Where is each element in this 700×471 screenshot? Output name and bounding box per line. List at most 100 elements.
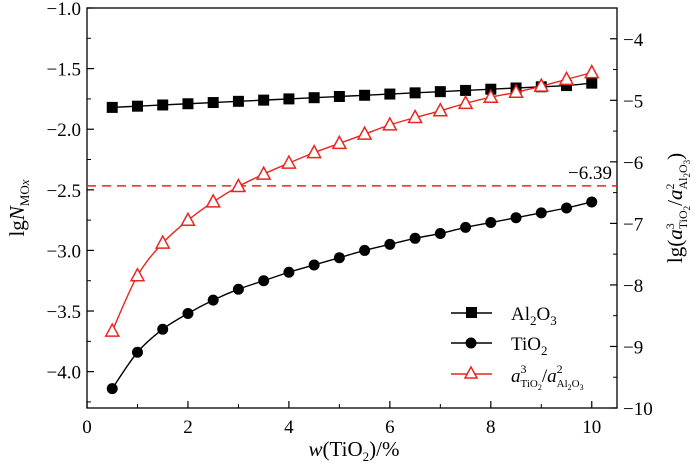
data-point-square (283, 93, 295, 105)
y-right-tick-label: −6 (623, 153, 643, 174)
data-point-square (106, 101, 118, 113)
data-point-square (232, 95, 244, 107)
x-tick-label: 2 (183, 417, 193, 438)
data-point-circle (510, 212, 522, 224)
data-point-square (359, 89, 371, 101)
data-point-triangle (584, 64, 600, 79)
data-point-square (586, 77, 598, 89)
svg-text:a3TiO2/a2Al2O3: a3 TiO2/a2 Al2O3 (511, 362, 584, 392)
svg-text:TiO2: TiO2 (511, 334, 547, 358)
data-point-triangle (255, 165, 272, 180)
data-point-triangle (533, 77, 550, 92)
data-point-triangle (407, 108, 423, 124)
y-right-tick-label: −4 (623, 30, 644, 51)
legend-item-ratio: a3 TiO2/a2 Al2O3 (451, 362, 584, 392)
data-point-triangle (558, 70, 575, 86)
x-tick-label: 6 (385, 417, 395, 438)
data-point-circle (333, 252, 345, 264)
y-axis-right: −10 −9 −8 −7 −6 −5 −4 (610, 7, 653, 420)
series-circle (106, 196, 598, 395)
x-tick-label: 4 (284, 417, 294, 438)
data-point-triangle (281, 154, 297, 169)
data-point-circle (409, 232, 421, 244)
y-left-tick-label: −3.0 (47, 241, 81, 262)
data-point-triangle (457, 94, 474, 110)
plot-frame (86, 7, 618, 409)
data-point-square (333, 90, 345, 102)
data-point-square (384, 88, 396, 100)
data-point-circle (258, 275, 270, 287)
y-right-tick-label: −8 (623, 276, 643, 297)
legend-square-marker (466, 307, 477, 318)
x-axis-title: w(TiO2)/% (309, 437, 400, 464)
data-point-triangle (356, 125, 373, 140)
y-left-tick-label: −2.0 (47, 120, 81, 141)
reference-line-label: −6.39 (568, 163, 612, 184)
legend-item-al2o3: Al2O3 (451, 304, 557, 328)
y-right-tick-label: −5 (623, 91, 643, 112)
data-point-circle (359, 244, 371, 256)
legend-circle-marker (465, 337, 477, 349)
data-point-triangle (154, 234, 171, 249)
data-point-triangle (382, 116, 398, 131)
series-layer (87, 64, 617, 395)
data-point-square (308, 92, 320, 104)
series-line (111, 71, 592, 332)
y-left-tick-label: −4.0 (47, 363, 81, 384)
y-right-tick-label: −9 (623, 337, 643, 358)
series-square (106, 77, 598, 113)
data-point-circle (207, 294, 219, 306)
data-point-triangle (205, 193, 221, 208)
data-point-triangle (104, 322, 120, 337)
data-point-triangle (331, 134, 348, 150)
y-axis-left-title: lgNMOx (5, 179, 32, 236)
y-left-tick-label: −2.5 (47, 181, 81, 202)
data-point-triangle (230, 177, 247, 193)
y-left-tick-label: −3.5 (47, 302, 81, 323)
data-point-square (409, 87, 421, 99)
data-point-circle (308, 259, 320, 271)
data-point-circle (460, 221, 472, 233)
data-point-square (131, 100, 143, 112)
series-triangle-open (104, 64, 600, 337)
data-point-triangle (508, 83, 524, 99)
data-point-square (561, 80, 573, 92)
data-point-square (182, 98, 194, 110)
legend-item-tio2: TiO2 (451, 334, 547, 358)
data-point-triangle (129, 267, 146, 282)
data-point-triangle (306, 144, 322, 159)
data-point-triangle (483, 88, 499, 103)
x-tick-label: 8 (486, 417, 496, 438)
y-right-tick-label: −7 (623, 214, 643, 235)
data-point-square (434, 86, 446, 98)
data-point-triangle (432, 102, 449, 117)
y-right-tick-label: −10 (623, 399, 653, 420)
data-point-circle (535, 207, 547, 219)
legend-triangle-marker (463, 365, 479, 379)
svg-text:Al2O3: Al2O3 (511, 304, 557, 328)
data-point-circle (157, 323, 169, 335)
data-point-circle (106, 383, 118, 395)
x-axis: 0 2 4 6 8 10 (82, 401, 601, 438)
data-point-square (460, 84, 472, 96)
data-point-circle (131, 346, 143, 358)
data-point-circle (283, 266, 295, 278)
y-axis-left: −4.0 −3.5 −3.0 −2.5 −2.0 −1.5 −1.0 (47, 0, 94, 403)
legend: Al2O3 TiO2 a3 TiO2/a2 Al2O3 (451, 304, 584, 392)
x-tick-label: 0 (82, 417, 92, 438)
y-left-tick-label: −1.0 (47, 0, 81, 20)
y-axis-right-title: lg(a3TiO2/a2Al2O3) (663, 153, 692, 263)
data-point-circle (485, 217, 497, 229)
data-point-circle (384, 238, 396, 250)
data-point-circle (232, 283, 244, 295)
data-point-square (258, 94, 270, 106)
data-point-square (157, 99, 169, 111)
data-point-circle (586, 196, 598, 208)
data-point-square (207, 97, 219, 109)
data-point-triangle (180, 211, 196, 227)
y-left-tick-label: −1.5 (47, 60, 81, 81)
data-point-circle (182, 307, 194, 319)
x-tick-label: 10 (582, 417, 601, 438)
data-point-circle (561, 202, 573, 214)
